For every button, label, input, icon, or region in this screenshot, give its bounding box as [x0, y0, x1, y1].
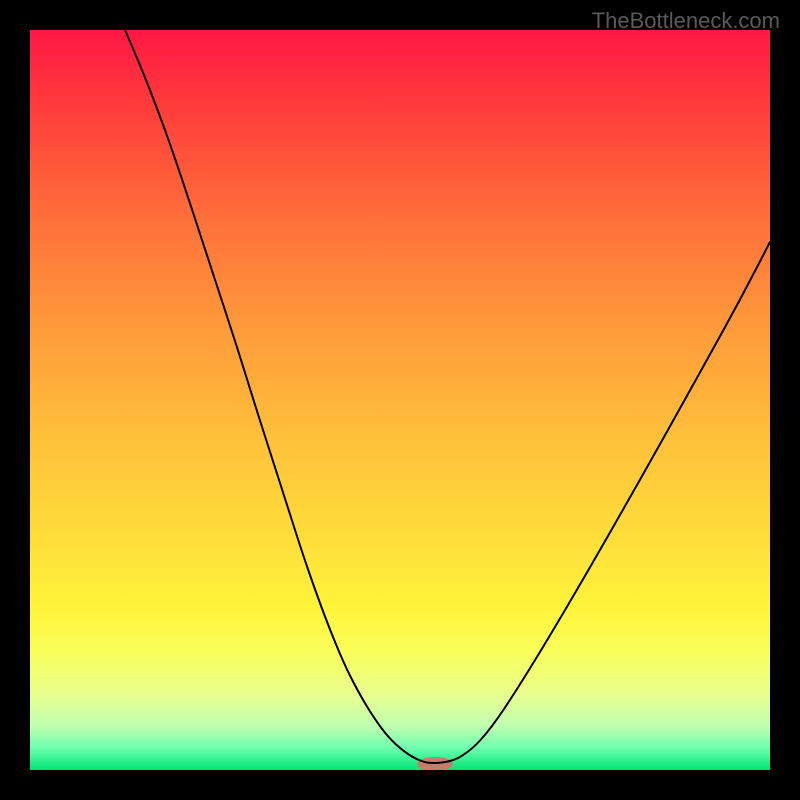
watermark-text: TheBottleneck.com — [592, 8, 780, 34]
bottleneck-chart — [30, 30, 770, 770]
chart-background — [30, 30, 770, 770]
chart-container — [30, 30, 770, 770]
